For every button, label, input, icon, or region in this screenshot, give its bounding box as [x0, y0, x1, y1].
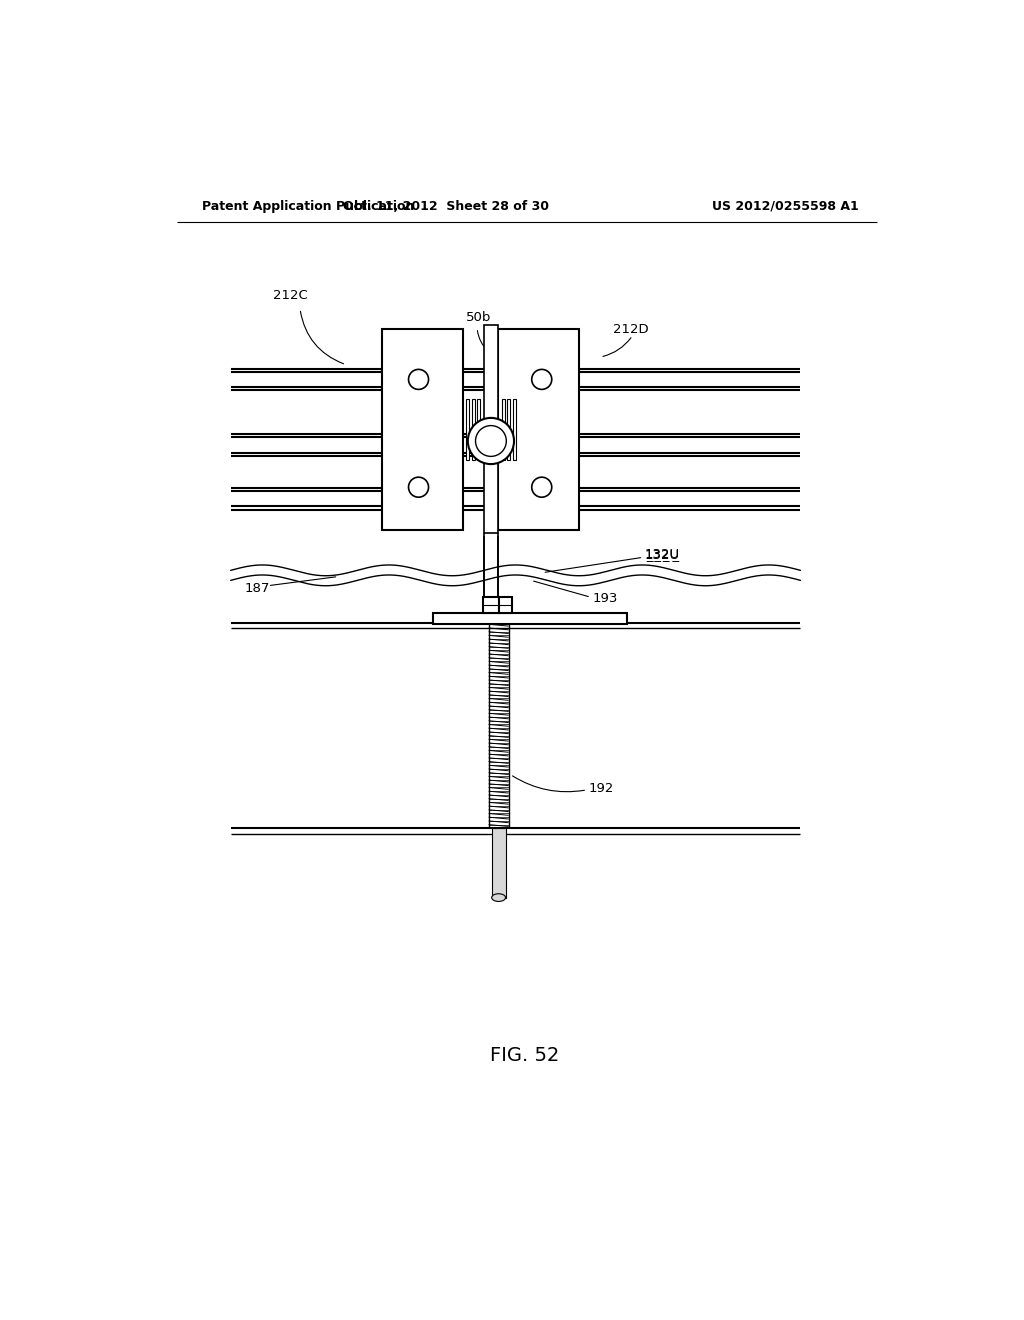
Bar	[433, 612, 628, 624]
Text: 187: 187	[245, 582, 270, 594]
Bar	[382, 330, 463, 529]
Bar	[502, 399, 505, 461]
Circle shape	[531, 478, 552, 498]
Ellipse shape	[492, 894, 506, 902]
Bar	[492, 829, 506, 898]
Bar	[472, 399, 475, 461]
Text: Oct. 11, 2012  Sheet 28 of 30: Oct. 11, 2012 Sheet 28 of 30	[343, 199, 549, 213]
Bar	[484, 326, 498, 533]
Circle shape	[409, 370, 429, 389]
Text: 193: 193	[593, 593, 617, 606]
Text: 1̲3̲2̲U̲: 1̲3̲2̲U̲	[645, 548, 680, 561]
Bar	[499, 597, 512, 612]
Bar	[477, 399, 480, 461]
Text: 132U: 132U	[645, 548, 680, 561]
Bar	[507, 399, 510, 461]
Bar	[466, 399, 469, 461]
Circle shape	[468, 418, 514, 465]
Bar	[483, 597, 499, 612]
Text: 212D: 212D	[612, 323, 648, 335]
Text: 50b: 50b	[466, 310, 492, 323]
Circle shape	[409, 478, 429, 498]
Text: US 2012/0255598 A1: US 2012/0255598 A1	[712, 199, 859, 213]
Bar	[513, 399, 516, 461]
Bar	[498, 330, 579, 529]
Text: FIG. 52: FIG. 52	[490, 1045, 559, 1065]
Circle shape	[475, 425, 506, 457]
Text: 212C: 212C	[273, 289, 308, 302]
Text: 192: 192	[589, 781, 614, 795]
Circle shape	[531, 370, 552, 389]
Text: Patent Application Publication: Patent Application Publication	[202, 199, 415, 213]
